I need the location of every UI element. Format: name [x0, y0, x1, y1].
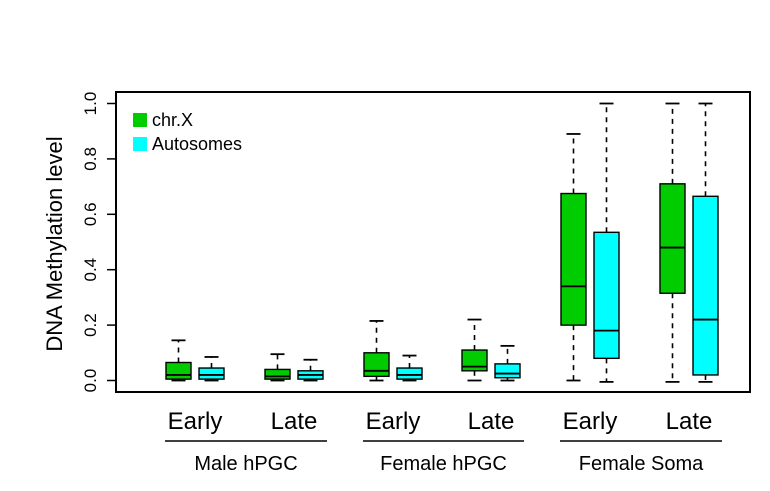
legend-label: chr.X — [152, 110, 193, 130]
box-autosomes — [494, 363, 521, 379]
group-label: Female hPGC — [380, 453, 507, 475]
y-tick-label: 0.2 — [81, 313, 100, 337]
legend-swatch-chrx — [133, 113, 147, 127]
box-autosomes — [396, 367, 423, 380]
box-autosomes — [692, 195, 719, 376]
box-autosomes — [198, 367, 225, 380]
plot-frame — [115, 91, 751, 393]
box-chrx — [363, 352, 390, 378]
legend-label: Autosomes — [152, 134, 242, 154]
y-tick-label: 0.4 — [81, 258, 100, 282]
y-tick-label: 0.6 — [81, 202, 100, 226]
legend-swatch-autosomes — [133, 137, 147, 151]
box-chrx — [264, 368, 291, 380]
y-axis-label: DNA Methylation level — [42, 136, 67, 351]
group-label: Female Soma — [579, 453, 704, 475]
box-chrx — [165, 361, 192, 380]
group-label: Male hPGC — [194, 453, 297, 475]
y-tick-label: 0.0 — [81, 369, 100, 393]
stage-label: Early — [168, 408, 223, 435]
box-chrx — [560, 192, 587, 326]
stage-label: Late — [666, 408, 713, 435]
stage-label: Early — [563, 408, 618, 435]
stage-label: Late — [468, 408, 515, 435]
box-chrx — [461, 349, 488, 372]
stage-label: Late — [271, 408, 318, 435]
box-chrx — [659, 183, 686, 294]
y-tick-label: 1.0 — [81, 92, 100, 116]
box-autosomes — [593, 231, 620, 360]
y-tick-label: 0.8 — [81, 147, 100, 171]
stage-label: Early — [366, 408, 421, 435]
